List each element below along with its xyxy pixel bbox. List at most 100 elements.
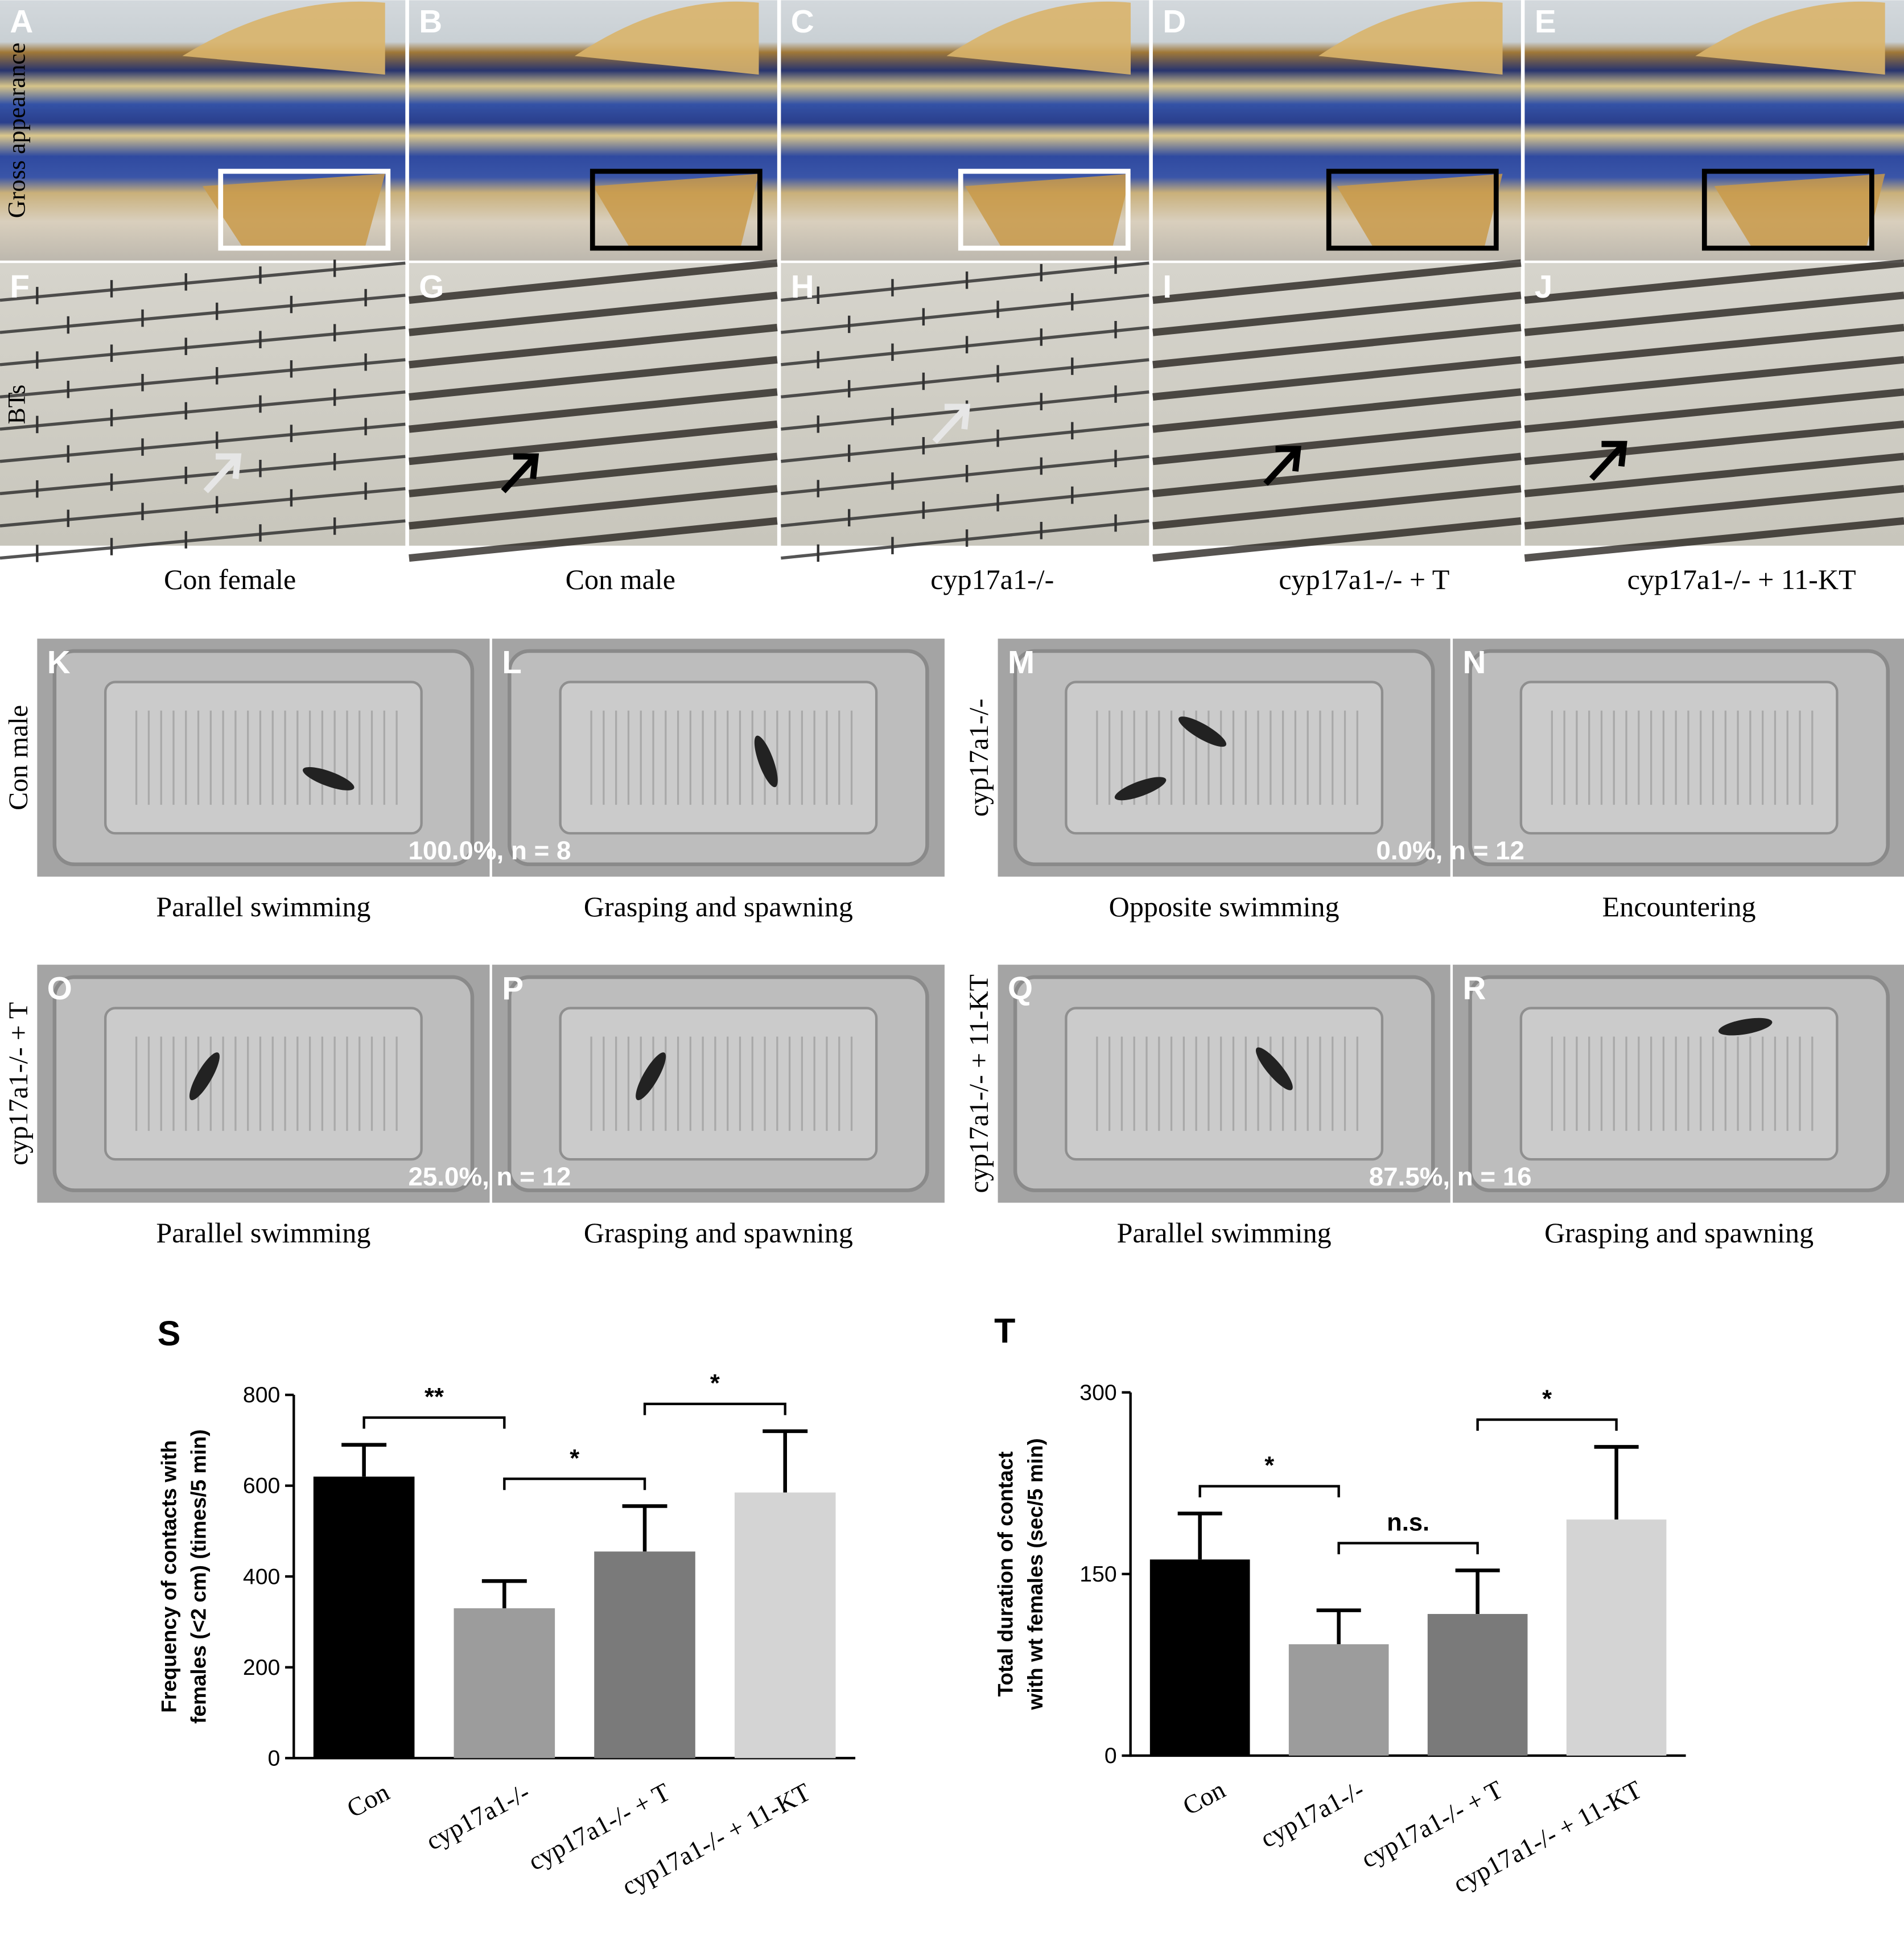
fin-ray xyxy=(0,390,406,431)
panel-letter: O xyxy=(47,971,72,1007)
significance-bracket xyxy=(643,1402,786,1415)
bar xyxy=(454,1608,555,1758)
caption: Grasping and spawning xyxy=(1544,1217,1814,1249)
significance-bracket xyxy=(1198,1485,1340,1498)
fin-ray xyxy=(1152,388,1522,433)
fish xyxy=(189,1052,220,1101)
panel-letter: B xyxy=(419,4,442,40)
fin-ray xyxy=(0,519,406,560)
caption: cyp17a1-/- + T xyxy=(1279,563,1449,595)
panel-letter: K xyxy=(47,645,71,681)
fin-ray xyxy=(409,485,778,530)
panel-letter: E xyxy=(1535,4,1556,40)
inset-box xyxy=(218,168,391,251)
panel-letter: C xyxy=(791,4,814,40)
fin-ray xyxy=(409,323,778,369)
fin-ray xyxy=(409,388,778,433)
fin-ray xyxy=(781,326,1149,366)
fish xyxy=(754,735,778,788)
fin-ray xyxy=(781,487,1149,528)
arrow xyxy=(1589,440,1627,481)
anal-fin xyxy=(1714,174,1885,249)
fin-ray xyxy=(1524,259,1904,304)
caption: cyp17a1-/- + 11-KT xyxy=(1627,563,1856,595)
result: 87.5%, n = 16 xyxy=(1369,1162,1532,1191)
row-label: cyp17a1-/- + 11-KT xyxy=(964,974,994,1193)
result: 100.0%, n = 8 xyxy=(408,836,571,865)
fin-ray xyxy=(781,261,1149,302)
fin-ray xyxy=(409,291,778,336)
arrow xyxy=(1263,446,1301,486)
fin-ray xyxy=(781,358,1149,399)
fin-ray xyxy=(1524,485,1904,530)
panel-letter: P xyxy=(502,971,524,1007)
tank-floor xyxy=(1519,1007,1839,1161)
significance-label: * xyxy=(1542,1386,1552,1413)
fin-ray xyxy=(1524,420,1904,466)
fin-ray xyxy=(1524,388,1904,433)
fin-ray xyxy=(409,452,778,497)
caption: Parallel swimming xyxy=(1117,1217,1332,1249)
x-tick-label: cyp17a1-/- xyxy=(1255,1774,1369,1853)
caption: cyp17a1-/- xyxy=(930,563,1054,595)
bar xyxy=(1566,1519,1667,1756)
fin-ray xyxy=(0,261,406,302)
bar xyxy=(313,1476,415,1758)
y-tick-label: 300 xyxy=(1079,1381,1116,1405)
fin-ray xyxy=(409,356,778,401)
x-tick-label: Con xyxy=(342,1777,394,1823)
caption: Con female xyxy=(164,563,296,595)
significance-bracket xyxy=(503,1477,646,1490)
fin-ray xyxy=(781,294,1149,334)
fin-ray xyxy=(1152,356,1522,401)
tank-floor xyxy=(1065,1007,1384,1161)
fin-ray xyxy=(781,422,1149,463)
fin-ray xyxy=(1152,452,1522,497)
y-tick-label: 0 xyxy=(268,1746,281,1770)
tank-floor xyxy=(1065,681,1384,835)
panel-letter: F xyxy=(10,269,30,305)
y-tick-label: 400 xyxy=(243,1564,280,1589)
fin-ray xyxy=(0,455,406,496)
fish xyxy=(1114,777,1167,801)
fish xyxy=(303,767,355,790)
dorsal-fin xyxy=(575,1,759,75)
y-tick-label: 200 xyxy=(243,1655,280,1680)
result: 25.0%, n = 12 xyxy=(408,1162,571,1191)
fin-ray xyxy=(781,519,1149,560)
bar xyxy=(1288,1644,1389,1756)
result: 0.0%, n = 12 xyxy=(1376,836,1524,865)
caption: Encountering xyxy=(1602,891,1756,922)
row-label: Gross appearance xyxy=(3,43,31,218)
significance-bracket xyxy=(1476,1418,1618,1431)
significance-bracket xyxy=(1337,1542,1479,1555)
caption: Opposite swimming xyxy=(1109,891,1340,922)
fin-ray xyxy=(1152,485,1522,530)
caption: Parallel swimming xyxy=(156,891,370,922)
row-label: BTs xyxy=(3,385,31,425)
panel-letter: D xyxy=(1163,4,1186,40)
inset-box xyxy=(1326,168,1499,251)
caption: Con male xyxy=(566,563,675,595)
fin-ray xyxy=(1524,517,1904,562)
fin-ray xyxy=(409,259,778,304)
fin-ray xyxy=(1152,323,1522,369)
bt-photo xyxy=(0,263,406,546)
caption: Parallel swimming xyxy=(156,1217,370,1249)
fin-ray xyxy=(1524,323,1904,369)
fin-ray xyxy=(781,455,1149,496)
fin-ray xyxy=(1524,356,1904,401)
inset-box xyxy=(590,168,763,251)
y-tick-label: 150 xyxy=(1079,1562,1116,1587)
caption: Grasping and spawning xyxy=(584,1217,853,1249)
y-tick-label: 0 xyxy=(1105,1744,1117,1768)
fin-ray xyxy=(1524,452,1904,497)
dorsal-fin xyxy=(946,1,1131,75)
dorsal-fin xyxy=(182,1,385,75)
fin-ray xyxy=(409,517,778,562)
inset-box xyxy=(958,168,1131,251)
fin-ray xyxy=(1524,291,1904,336)
fish xyxy=(636,1052,666,1101)
fin-ray xyxy=(1152,517,1522,562)
